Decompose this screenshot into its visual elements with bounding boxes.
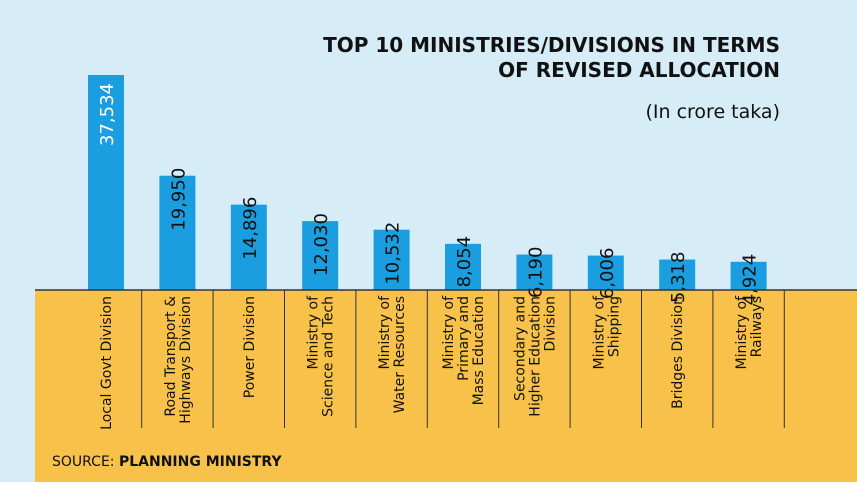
value-label: 8,054 (454, 236, 475, 288)
category-label-line: Ministry of (306, 295, 322, 370)
category-label: Road Transport & Highways Division (163, 296, 194, 424)
value-label: 14,896 (240, 197, 261, 260)
bar (445, 243, 481, 290)
value-label: 6,190 (525, 247, 546, 299)
bar (302, 221, 339, 290)
chart-title-line-1: TOP 10 MINISTRIES/DIVISIONS IN TERMS (323, 33, 780, 57)
bar (516, 254, 553, 290)
category-label: Local Govt Division (99, 296, 115, 430)
category-label: Ministry of Water Resources (377, 295, 408, 413)
category-label-line: Primary and (456, 296, 472, 381)
category-label: Power Division (242, 296, 258, 398)
category-label: Ministry of Science and Tech (306, 295, 337, 417)
bar (230, 204, 267, 290)
category-label: Ministry of Shipping (591, 295, 622, 370)
category-label-line: Ministry of (441, 295, 457, 370)
category-label-line: Science and Tech (321, 296, 337, 417)
category-label-line: Bridges Division (670, 296, 686, 409)
category-label-line: Ministry of (734, 295, 750, 370)
category-label-line: Highways Division (178, 296, 194, 424)
bar (659, 259, 696, 290)
value-label: 4,924 (740, 254, 761, 306)
category-label: Ministry of Primary and Mass Education (441, 295, 487, 405)
source-name: PLANNING MINISTRY (119, 454, 282, 470)
category-labels-group: Local Govt Division Road Transport & Highw… (99, 290, 785, 430)
category-label-line: Water Resources (392, 296, 408, 413)
bar (730, 261, 767, 290)
category-label-line: Shipping (606, 296, 622, 357)
bar (587, 255, 624, 290)
category-label-line: Higher Education (527, 296, 543, 417)
category-label: Ministry of Railways (734, 295, 765, 370)
category-label-line: Division (542, 296, 558, 351)
category-panel (35, 290, 857, 482)
bar (373, 229, 410, 290)
category-label-line: Power Division (242, 296, 258, 398)
bars-group: 37,534 19,950 14,896 12,030 10,532 8,054 6,190… (88, 75, 767, 305)
category-label-line: Mass Education (471, 296, 487, 405)
category-label-line: Ministry of (377, 295, 393, 370)
category-label-line: Railways (749, 296, 765, 357)
value-label: 6,006 (597, 248, 618, 300)
source-prefix: SOURCE: (52, 454, 119, 470)
value-label: 19,950 (168, 168, 189, 231)
value-label: 5,318 (668, 252, 689, 304)
source-note: SOURCE: PLANNING MINISTRY (52, 454, 282, 470)
category-label-line: Local Govt Division (99, 296, 115, 430)
category-label-line: Ministry of (591, 295, 607, 370)
category-label-line: Road Transport & (163, 296, 179, 417)
value-label: 37,534 (97, 83, 118, 146)
category-label: Secondary and Higher Education Division (512, 296, 558, 417)
value-label: 10,532 (383, 222, 404, 285)
value-label: 12,030 (311, 213, 332, 276)
bar (88, 75, 124, 290)
chart-title-line-2: OF REVISED ALLOCATION (498, 58, 780, 82)
category-label-line: Secondary and (512, 296, 528, 401)
category-label: Bridges Division (670, 296, 686, 409)
unit-note: (In crore taka) (645, 101, 780, 123)
bar (159, 175, 196, 290)
